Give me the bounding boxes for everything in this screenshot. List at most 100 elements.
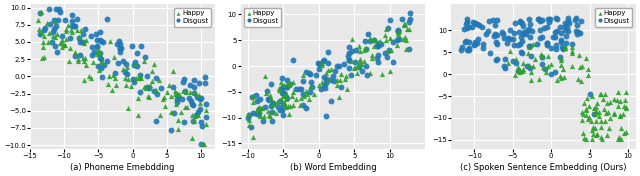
Point (44, 8, 54, 11)
Point (142, 75, 152, 78)
Point (359, 59, 369, 62)
Point (509, 32, 519, 35)
Point (323, 50, 333, 53)
Point (143, 95, 153, 98)
Point (560, 45, 570, 47)
Point (463, 47, 474, 50)
Point (319, 76, 329, 78)
Point (275, 98, 285, 100)
Point (577, 64, 587, 67)
Point (282, 79, 292, 81)
Point (264, 97, 275, 100)
Point (170, 93, 180, 96)
Point (113, 40, 124, 43)
Point (262, 90, 272, 93)
Point (621, 106, 631, 108)
Legend: Happy, Disgust: Happy, Disgust (595, 8, 632, 27)
Point (284, 83, 294, 86)
Point (509, 21, 520, 24)
Point (49, 30, 59, 33)
Point (279, 83, 289, 86)
Point (130, 61, 140, 64)
Point (152, 93, 162, 96)
Point (491, 59, 501, 61)
Point (70, 24, 80, 27)
Point (129, 63, 140, 66)
Point (516, 52, 527, 55)
Point (76, 29, 86, 32)
Point (350, 66, 360, 68)
Point (538, 66, 548, 69)
Point (528, 64, 538, 67)
Point (363, 33, 373, 36)
Point (545, 17, 556, 20)
Point (376, 42, 386, 45)
Point (201, 103, 211, 106)
Point (252, 99, 262, 102)
Point (537, 36, 547, 39)
Point (252, 112, 262, 115)
Point (577, 111, 588, 114)
Point (550, 48, 561, 50)
Point (147, 70, 157, 73)
Point (369, 38, 380, 40)
Point (60, 29, 70, 32)
Point (202, 109, 212, 112)
Point (37, 41, 47, 44)
Point (484, 52, 495, 54)
Point (279, 100, 289, 103)
Point (517, 21, 527, 24)
Point (257, 107, 268, 110)
Point (472, 42, 482, 45)
Point (605, 117, 615, 119)
Point (172, 98, 182, 101)
Point (39, 34, 49, 37)
Point (323, 68, 333, 71)
Point (544, 20, 554, 23)
Point (461, 40, 472, 43)
Point (255, 114, 265, 116)
Point (95, 30, 105, 33)
Point (537, 56, 547, 59)
Point (86, 77, 96, 79)
Point (515, 43, 525, 46)
Point (194, 81, 204, 84)
Point (129, 81, 140, 83)
Point (79, 42, 89, 45)
Point (332, 65, 342, 68)
Point (360, 46, 371, 49)
Point (49, 20, 60, 23)
Point (542, 42, 552, 45)
Point (613, 138, 623, 140)
Point (492, 58, 502, 61)
Point (281, 86, 291, 89)
Point (598, 98, 608, 100)
Point (550, 36, 561, 38)
Point (111, 83, 121, 86)
Point (621, 91, 631, 94)
Point (278, 104, 288, 106)
Point (265, 114, 275, 117)
Point (120, 70, 130, 73)
Point (609, 113, 619, 115)
Point (132, 64, 142, 67)
Point (574, 54, 584, 57)
Point (614, 136, 625, 139)
Point (380, 34, 390, 37)
Point (68, 25, 79, 28)
Point (602, 111, 612, 114)
Point (581, 108, 591, 111)
Point (317, 80, 327, 83)
Point (498, 33, 508, 36)
Point (250, 93, 260, 96)
Point (123, 107, 133, 110)
Point (550, 16, 561, 19)
Point (561, 41, 572, 44)
Point (184, 84, 195, 87)
Point (280, 95, 290, 98)
Point (558, 67, 568, 70)
Point (518, 25, 528, 28)
Point (375, 39, 385, 42)
Point (246, 96, 257, 98)
Point (587, 128, 597, 131)
